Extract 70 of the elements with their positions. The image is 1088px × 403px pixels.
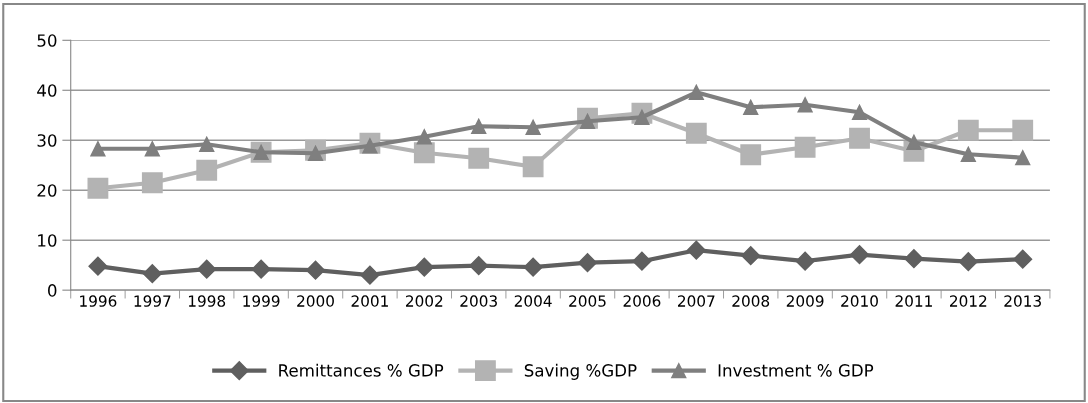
point bbox=[577, 253, 598, 273]
point bbox=[1015, 150, 1031, 166]
point bbox=[741, 246, 761, 266]
point bbox=[1013, 249, 1033, 269]
point bbox=[360, 265, 380, 285]
point bbox=[196, 159, 218, 181]
point bbox=[251, 259, 271, 279]
point bbox=[957, 119, 979, 141]
point bbox=[197, 259, 217, 279]
point bbox=[90, 141, 106, 157]
y-tick-label: 10 bbox=[38, 234, 57, 247]
x-tick-label: 2008 bbox=[732, 295, 770, 307]
x-tick-label: 1997 bbox=[134, 295, 171, 307]
point bbox=[685, 122, 707, 144]
point bbox=[468, 147, 490, 169]
x-tick-label: 2001 bbox=[351, 295, 388, 307]
point bbox=[849, 127, 870, 149]
x-tick-label: 2007 bbox=[678, 295, 715, 307]
point bbox=[743, 99, 759, 115]
legend-label: Investment % GDP bbox=[718, 364, 874, 377]
x-tick-label: 2003 bbox=[460, 295, 497, 307]
x-tick-label: 2011 bbox=[895, 295, 932, 307]
point bbox=[740, 144, 762, 166]
point bbox=[144, 141, 160, 157]
y-tick-label: 30 bbox=[37, 134, 57, 147]
x-tick-label: 2006 bbox=[623, 295, 661, 307]
point bbox=[686, 240, 706, 260]
point bbox=[87, 177, 109, 199]
point bbox=[525, 119, 541, 135]
point bbox=[851, 104, 868, 120]
point bbox=[199, 136, 215, 152]
point bbox=[522, 156, 544, 178]
point bbox=[469, 256, 489, 276]
point bbox=[414, 257, 434, 277]
y-tick-label: 40 bbox=[37, 84, 57, 97]
point bbox=[958, 252, 978, 272]
point bbox=[305, 260, 326, 280]
point bbox=[471, 118, 487, 134]
y-tick-label: 50 bbox=[37, 34, 57, 47]
x-tick-label: 2004 bbox=[514, 295, 552, 307]
x-tick-label: 2002 bbox=[406, 295, 443, 307]
point bbox=[849, 245, 870, 265]
x-tick-label: 1999 bbox=[243, 295, 280, 307]
point bbox=[1012, 119, 1034, 141]
x-tick-label: 2009 bbox=[786, 295, 824, 307]
legend-label: Remittances % GDP bbox=[279, 363, 444, 377]
y-tick-label: 0 bbox=[48, 284, 57, 297]
point bbox=[688, 84, 704, 100]
point bbox=[523, 257, 543, 277]
point bbox=[797, 97, 813, 113]
point bbox=[88, 256, 108, 276]
point bbox=[960, 146, 976, 162]
point bbox=[794, 136, 816, 158]
x-tick-label: 1998 bbox=[188, 295, 226, 307]
legend-label: Saving %GDP bbox=[524, 363, 637, 380]
x-tick-label: 2013 bbox=[1004, 295, 1041, 307]
point bbox=[413, 142, 435, 164]
point bbox=[142, 264, 162, 284]
x-tick-label: 2005 bbox=[569, 295, 606, 307]
point bbox=[904, 249, 924, 269]
point bbox=[416, 129, 432, 145]
point bbox=[141, 172, 163, 194]
x-tick-label: 1996 bbox=[80, 295, 117, 307]
y-tick-label: 20 bbox=[37, 184, 57, 197]
point bbox=[906, 134, 922, 150]
point bbox=[632, 251, 652, 271]
x-tick-label: 2000 bbox=[297, 295, 334, 307]
point bbox=[795, 251, 815, 271]
x-tick-label: 2010 bbox=[841, 295, 878, 307]
x-tick-label: 2012 bbox=[950, 295, 987, 307]
